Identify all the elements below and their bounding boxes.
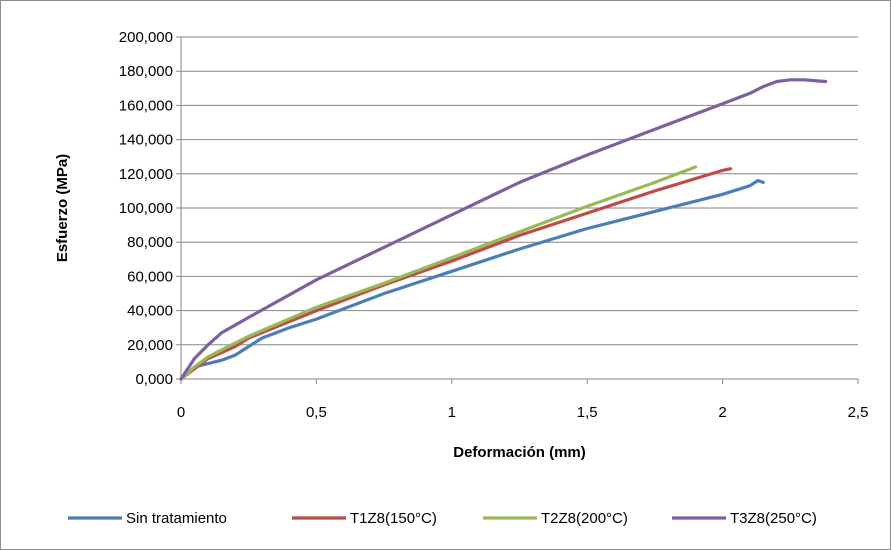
legend-label-1: Sin tratamiento (126, 510, 227, 527)
x-tick-label: 0,5 (306, 404, 327, 421)
gridlines (181, 36, 858, 346)
y-axis-title: Esfuerzo (MPa) (54, 154, 71, 262)
y-tick-label: 0,000 (135, 371, 173, 388)
series-line-3 (179, 165, 698, 381)
series-line-1 (179, 179, 765, 381)
y-tick-label: 140,000 (119, 132, 173, 149)
y-tick-label: 120,000 (119, 166, 173, 183)
tick-labels: 0,00020,00040,00060,00080,000100,000120,… (119, 29, 869, 421)
y-tick-label: 60,000 (127, 268, 173, 285)
y-tick-label: 200,000 (119, 29, 173, 46)
y-tick-label: 160,000 (119, 97, 173, 114)
x-tick-label: 2,5 (848, 404, 869, 421)
series-lines (179, 78, 828, 381)
y-tick-label: 100,000 (119, 200, 173, 217)
y-tick-label: 80,000 (127, 234, 173, 251)
legend-label-2: T1Z8(150°C) (350, 510, 437, 527)
x-axis-title: Deformación (mm) (453, 444, 586, 461)
x-tick-label: 2 (718, 404, 726, 421)
y-tick-label: 20,000 (127, 337, 173, 354)
x-tick-label: 0 (177, 404, 185, 421)
y-tick-label: 40,000 (127, 303, 173, 320)
legend-label-3: T2Z8(200°C) (541, 510, 628, 527)
series-line-2 (179, 167, 733, 381)
series-line-4 (179, 78, 828, 381)
x-tick-label: 1,5 (577, 404, 598, 421)
axes (176, 36, 859, 384)
legend-label-4: T3Z8(250°C) (730, 510, 817, 527)
x-tick-label: 1 (448, 404, 456, 421)
y-tick-label: 180,000 (119, 63, 173, 80)
legend: Sin tratamiento T1Z8(150°C) T2Z8(200°C) T3Z… (68, 510, 817, 527)
